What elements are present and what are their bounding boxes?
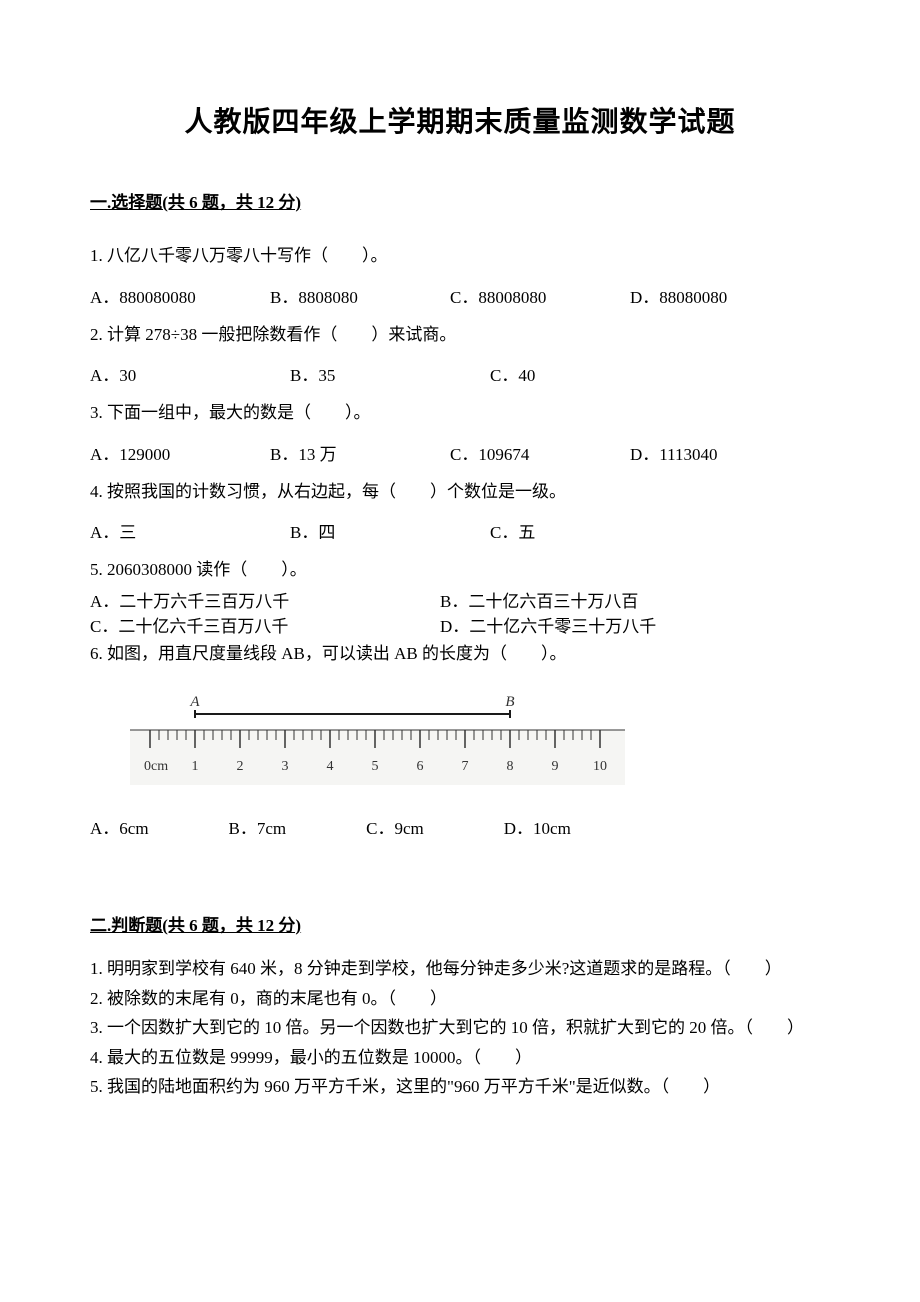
- q6-opt-c: C．9cm: [366, 814, 424, 839]
- q1-opt-a: A．880080080: [90, 283, 270, 308]
- svg-text:3: 3: [282, 759, 289, 774]
- q6-opt-b: B．7cm: [229, 814, 287, 839]
- q6-text: 6. 如图，用直尺度量线段 AB，可以读出 AB 的长度为（ ）。: [90, 641, 830, 667]
- q2-options: A．30 B．35 C．40: [90, 361, 830, 386]
- q1-opt-c: C．88008080: [450, 283, 630, 308]
- s2-q3: 3. 一个因数扩大到它的 10 倍。另一个因数也扩大到它的 10 倍，积就扩大到…: [90, 1015, 830, 1041]
- svg-text:2: 2: [237, 759, 244, 774]
- q1-options: A．880080080 B．8808080 C．88008080 D．88080…: [90, 283, 830, 308]
- s2-q1: 1. 明明家到学校有 640 米，8 分钟走到学校，他每分钟走多少米?这道题求的…: [90, 956, 830, 982]
- q4-opt-b: B．四: [290, 518, 490, 543]
- q3-opt-d: D．1113040: [630, 440, 810, 465]
- q6-options: A．6cm B．7cm C．9cm D．10cm: [90, 814, 830, 839]
- svg-text:6: 6: [417, 759, 424, 774]
- svg-text:0cm: 0cm: [144, 759, 168, 774]
- q2-opt-a: A．30: [90, 361, 290, 386]
- q4-opt-c: C．五: [490, 518, 690, 543]
- q6-opt-a: A．6cm: [90, 814, 149, 839]
- q5-opt-b: B．二十亿六百三十万八百: [440, 587, 790, 612]
- q3-opt-c: C．109674: [450, 440, 630, 465]
- q5-opt-c: C．二十亿六千三百万八千: [90, 612, 440, 637]
- q5-text: 5. 2060308000 读作（ ）。: [90, 557, 830, 583]
- q2-opt-b: B．35: [290, 361, 490, 386]
- q5-opt-a: A．二十万六千三百万八千: [90, 587, 440, 612]
- section2-header: 二.判断题(共 6 题，共 12 分): [90, 911, 301, 936]
- exam-page: 人教版四年级上学期期末质量监测数学试题 一.选择题(共 6 题，共 12 分) …: [0, 0, 920, 1164]
- svg-text:9: 9: [552, 759, 559, 774]
- q3-opt-a: A．129000: [90, 440, 270, 465]
- q1-opt-d: D．88080080: [630, 283, 810, 308]
- q2-text: 2. 计算 278÷38 一般把除数看作（ ）来试商。: [90, 322, 830, 348]
- page-title: 人教版四年级上学期期末质量监测数学试题: [90, 100, 830, 140]
- svg-text:A: A: [189, 694, 200, 710]
- section1-header: 一.选择题(共 6 题，共 12 分): [90, 188, 301, 213]
- s2-q5: 5. 我国的陆地面积约为 960 万平方千米，这里的"960 万平方千米"是近似…: [90, 1074, 830, 1100]
- q1-opt-b: B．8808080: [270, 283, 450, 308]
- q4-opt-a: A．三: [90, 518, 290, 543]
- svg-text:10: 10: [593, 759, 607, 774]
- q2-opt-c: C．40: [490, 361, 690, 386]
- q4-options: A．三 B．四 C．五: [90, 518, 830, 543]
- svg-text:1: 1: [192, 759, 199, 774]
- svg-text:8: 8: [507, 759, 514, 774]
- q3-text: 3. 下面一组中，最大的数是（ ）。: [90, 400, 830, 426]
- ruler-svg: 0cm 1 2 3 4 5 6 7 8 9 10 A B: [130, 690, 630, 790]
- svg-text:5: 5: [372, 759, 379, 774]
- q3-opt-b: B．13 万: [270, 440, 450, 465]
- ruler-figure: 0cm 1 2 3 4 5 6 7 8 9 10 A B: [130, 690, 630, 790]
- q6-opt-d: D．10cm: [504, 814, 571, 839]
- svg-text:B: B: [505, 694, 514, 710]
- svg-text:4: 4: [327, 759, 334, 774]
- s2-q4: 4. 最大的五位数是 99999，最小的五位数是 10000。（ ）: [90, 1045, 830, 1071]
- q3-options: A．129000 B．13 万 C．109674 D．1113040: [90, 440, 830, 465]
- q5-opt-d: D．二十亿六千零三十万八千: [440, 612, 790, 637]
- q1-text: 1. 八亿八千零八万零八十写作（ ）。: [90, 243, 830, 269]
- s2-q2: 2. 被除数的末尾有 0，商的末尾也有 0。（ ）: [90, 986, 830, 1012]
- q5-options: A．二十万六千三百万八千 B．二十亿六百三十万八百 C．二十亿六千三百万八千 D…: [90, 587, 830, 637]
- q4-text: 4. 按照我国的计数习惯，从右边起，每（ ）个数位是一级。: [90, 479, 830, 505]
- svg-text:7: 7: [462, 759, 469, 774]
